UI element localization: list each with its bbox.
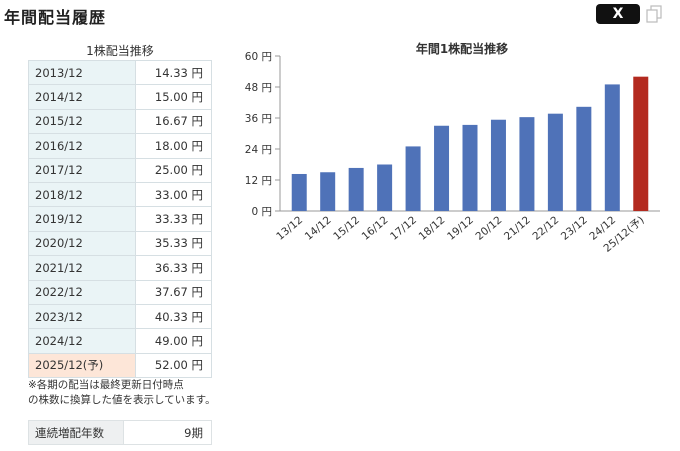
- y-tick-label: 48 円: [245, 82, 272, 94]
- dividend-table: 2013/12 14.33 円 2014/12 15.00 円 2015/12 16.67…: [28, 59, 212, 379]
- year-cell: 2020/12: [28, 230, 136, 257]
- dividend-cell: 33.33 円: [135, 206, 212, 232]
- copy-icon[interactable]: [646, 5, 662, 23]
- year-cell: 2022/12: [28, 279, 136, 305]
- table-row: 2024/12 49.00 円: [28, 328, 212, 354]
- x-tick-label: 17/12: [388, 214, 419, 243]
- x-tick-label: 15/12: [331, 214, 362, 243]
- year-cell: 2015/12: [28, 108, 136, 135]
- dividend-cell: 40.33 円: [135, 303, 212, 330]
- dividend-bar: [490, 119, 506, 211]
- page-title: 年間配当履歴: [4, 8, 107, 27]
- x-tick-label: 23/12: [559, 214, 590, 243]
- dividend-bar: [348, 167, 364, 211]
- x-tick-label: 20/12: [473, 214, 504, 243]
- dividend-note: ※各期の配当は最終更新日付時点 の株数に換算した値を表示しています。: [28, 378, 216, 408]
- dividend-cell: 15.00 円: [135, 84, 212, 110]
- streak-label: 連続増配年数: [28, 420, 124, 445]
- table-row: 2016/12 18.00 円: [28, 133, 212, 159]
- dividend-cell: 37.67 円: [135, 279, 212, 305]
- dividend-cell: 36.33 円: [135, 255, 212, 281]
- note-line-1: ※各期の配当は最終更新日付時点: [28, 379, 184, 391]
- x-tick-label: 19/12: [445, 214, 476, 243]
- year-cell: 2021/12: [28, 255, 136, 281]
- year-cell: 2023/12: [28, 303, 136, 330]
- year-cell: 2019/12: [28, 206, 136, 232]
- year-cell: 2018/12: [28, 181, 136, 208]
- note-line-2: の株数に換算した値を表示しています。: [28, 394, 216, 406]
- y-tick-label: 36 円: [245, 113, 272, 125]
- year-cell: 2014/12: [28, 84, 136, 110]
- x-tick-label: 13/12: [274, 214, 305, 243]
- dividend-cell: 33.00 円: [135, 181, 212, 208]
- dividend-table-title: 1株配当推移: [86, 44, 154, 58]
- table-row: 2014/12 15.00 円: [28, 84, 212, 110]
- dividend-cell: 25.00 円: [135, 157, 212, 183]
- year-cell: 2016/12: [28, 133, 136, 159]
- forecast-bar: [633, 76, 649, 212]
- dividend-bar: [462, 124, 478, 211]
- dividend-bar: [519, 117, 535, 211]
- x-tick-label: 18/12: [417, 214, 448, 243]
- table-row: 2022/12 37.67 円: [28, 279, 212, 305]
- table-row: 2017/12 25.00 円: [28, 157, 212, 183]
- table-row: 2018/12 33.00 円: [28, 181, 212, 208]
- dividend-bar: [604, 84, 620, 211]
- dividend-bar: [377, 164, 393, 211]
- year-cell: 2025/12(予): [28, 352, 136, 379]
- dividend-cell: 35.33 円: [135, 230, 212, 257]
- y-tick-label: 0 円: [251, 206, 272, 218]
- year-cell: 2024/12: [28, 328, 136, 354]
- year-cell: 2013/12: [28, 59, 136, 86]
- y-tick-label: 60 円: [245, 51, 272, 63]
- dividend-bar: [405, 146, 421, 211]
- dividend-cell: 14.33 円: [135, 59, 212, 86]
- dividend-cell: 49.00 円: [135, 328, 212, 354]
- table-row: 2015/12 16.67 円: [28, 108, 212, 135]
- dividend-bar: [291, 173, 307, 211]
- x-tick-label: 14/12: [303, 214, 334, 243]
- dividend-cell: 16.67 円: [135, 108, 212, 135]
- table-row: 2025/12(予) 52.00 円: [28, 352, 212, 379]
- table-row: 2023/12 40.33 円: [28, 303, 212, 330]
- x-logo-icon: X: [612, 6, 624, 22]
- y-tick-label: 12 円: [245, 175, 272, 187]
- year-cell: 2017/12: [28, 157, 136, 183]
- dividend-cell: 52.00 円: [135, 352, 212, 379]
- share-x-button[interactable]: X: [596, 4, 640, 24]
- dividend-bar: [547, 113, 563, 211]
- streak-value: 9期: [123, 420, 212, 445]
- dividend-cell: 18.00 円: [135, 133, 212, 159]
- table-row: 2019/12 33.33 円: [28, 206, 212, 232]
- x-tick-label: 22/12: [530, 214, 561, 243]
- dividend-bar-chart: 0 円 12 円 24 円 36 円 48 円 60 円 13/1214/1215/1216…: [245, 51, 660, 255]
- table-row: 2021/12 36.33 円: [28, 255, 212, 281]
- chart-title: 年間1株配当推移: [415, 42, 509, 56]
- y-tick-label: 24 円: [245, 144, 272, 156]
- x-tick-label: 21/12: [502, 214, 533, 243]
- table-row: 2013/12 14.33 円: [28, 59, 212, 86]
- table-row: 2020/12 35.33 円: [28, 230, 212, 257]
- x-tick-label: 16/12: [360, 214, 391, 243]
- dividend-bar: [320, 172, 336, 211]
- dividend-bar: [434, 125, 450, 211]
- streak-table: 連続増配年数 9期: [28, 420, 212, 445]
- dividend-bar: [576, 106, 592, 211]
